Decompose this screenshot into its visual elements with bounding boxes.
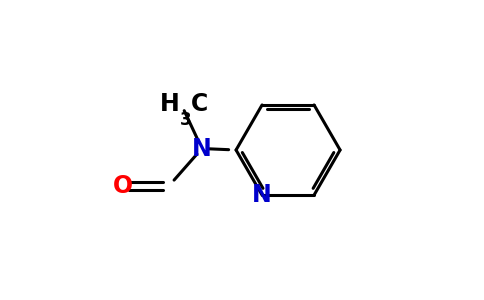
Text: C: C bbox=[191, 92, 208, 116]
Text: N: N bbox=[252, 183, 272, 207]
Text: O: O bbox=[113, 174, 133, 198]
Text: N: N bbox=[192, 136, 212, 160]
Text: 3: 3 bbox=[180, 111, 191, 129]
Text: H: H bbox=[160, 92, 180, 116]
